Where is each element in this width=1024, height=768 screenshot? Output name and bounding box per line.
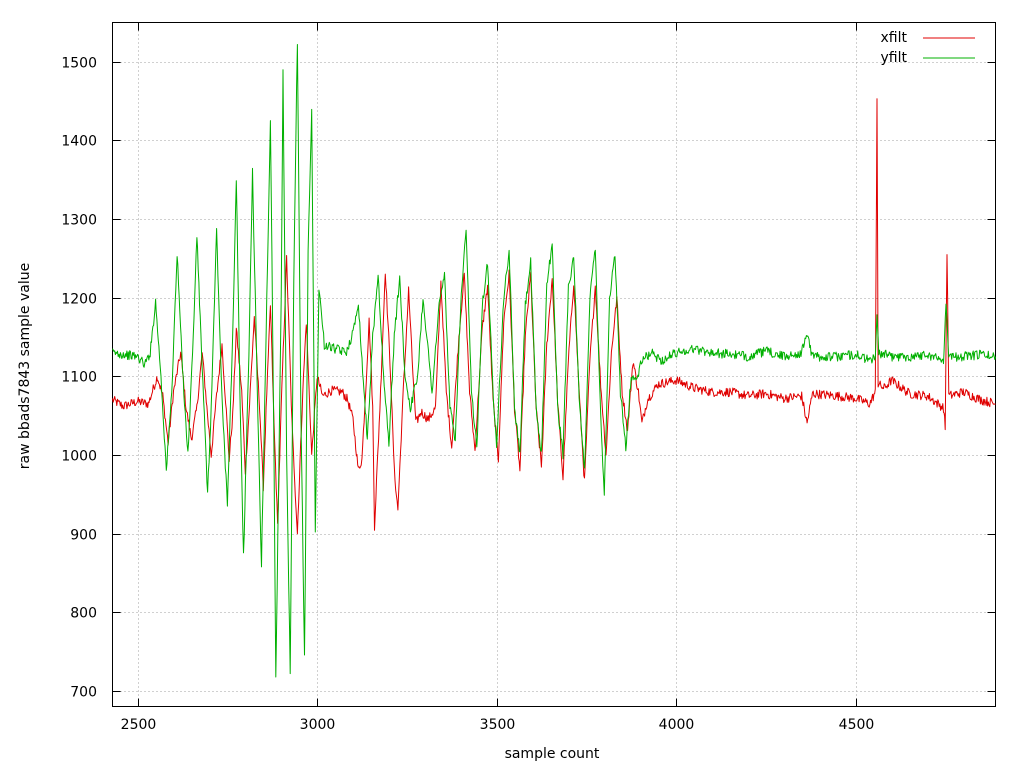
x-axis-label: sample count xyxy=(505,746,600,762)
x-tick-label: 3500 xyxy=(480,717,516,733)
x-tick-label: 4500 xyxy=(839,717,875,733)
axis-ticks: 2500 3000 3500 4000 4500 700 800 900 1000 1100 120… xyxy=(61,22,996,733)
y-tick-label: 700 xyxy=(70,685,97,701)
y-tick-label: 1300 xyxy=(61,213,97,229)
x-tick-label: 2500 xyxy=(121,717,157,733)
y-tick-label: 1200 xyxy=(61,292,97,308)
series-line-xfilt xyxy=(112,98,996,535)
x-tick-label: 3000 xyxy=(300,717,336,733)
y-tick-label: 1500 xyxy=(61,56,97,72)
series-line-yfilt xyxy=(112,44,996,678)
y-tick-label: 1400 xyxy=(61,134,97,150)
y-tick-label: 800 xyxy=(70,606,97,622)
y-tick-label: 900 xyxy=(70,528,97,544)
grid-lines xyxy=(112,22,996,707)
legend-label-yfilt: yfilt xyxy=(881,50,908,66)
y-tick-label: 1000 xyxy=(61,449,97,465)
plot-frame xyxy=(112,22,996,707)
y-axis-label: raw bbads7843 sample value xyxy=(17,263,33,469)
legend-label-xfilt: xfilt xyxy=(881,30,908,46)
legend: xfilt yfilt xyxy=(881,30,975,66)
y-tick-label: 1100 xyxy=(61,370,97,386)
x-tick-label: 4000 xyxy=(659,717,695,733)
series-lines xyxy=(112,44,996,678)
